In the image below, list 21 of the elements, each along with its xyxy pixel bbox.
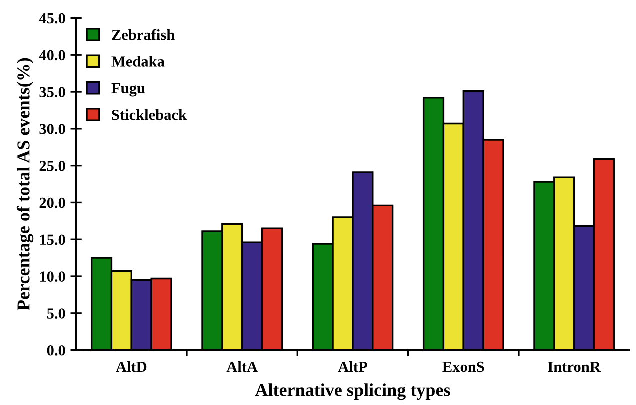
x-tick-label: AltD — [116, 361, 147, 372]
legend-label: Fugu — [112, 83, 146, 97]
x-tick-label: IntronR — [548, 362, 602, 372]
y-tick-label: 0.0 — [47, 345, 66, 356]
y-tick-label: 15.0 — [40, 234, 66, 246]
legend-label: Zebrafish — [112, 29, 175, 40]
y-tick-label: 25.0 — [40, 160, 66, 172]
x-axis-title: Alternative splicing types — [255, 384, 450, 400]
x-tick-label: AltP — [338, 361, 368, 372]
x-tick-label: AltA — [226, 361, 258, 372]
y-tick-label: 45.0 — [39, 13, 66, 24]
y-axis-title: Percentage of total AS events(%) — [16, 58, 34, 311]
y-tick-label: 35.0 — [40, 87, 66, 98]
y-tick-label: 20.0 — [40, 198, 66, 208]
legend-label: Medaka — [112, 56, 165, 67]
legend-label: Stickleback — [112, 109, 187, 120]
y-tick-label: 30.0 — [40, 124, 66, 134]
x-tick-label: ExonS — [442, 362, 484, 372]
y-tick-label: 40.0 — [39, 50, 66, 61]
y-tick-label: 10.0 — [40, 272, 66, 282]
y-tick-label: 5.0 — [47, 308, 66, 319]
